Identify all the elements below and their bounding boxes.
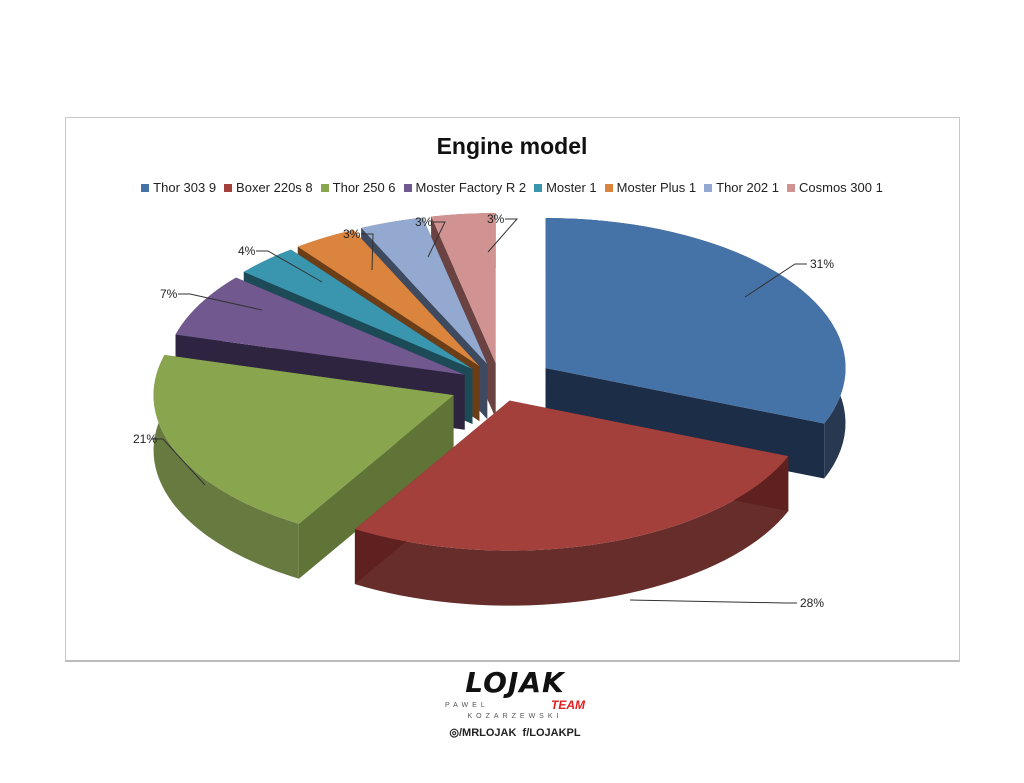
legend-swatch (787, 184, 795, 192)
data-label: 31% (810, 257, 834, 271)
pie-slice[interactable] (243, 249, 473, 370)
data-label: 4% (238, 244, 256, 258)
legend-item: Moster 1 (534, 180, 597, 195)
legend: Thor 303 9 Boxer 220s 8 Thor 250 6 Moster F… (0, 180, 1024, 195)
legend-swatch (320, 184, 329, 192)
legend-label: Thor 250 6 (332, 180, 396, 195)
leader-line (744, 263, 807, 298)
slice-outer-wall (354, 456, 789, 606)
facebook-handle[interactable]: f/LOJAKPL (522, 727, 581, 739)
logo-name-2: KOZARZEWSKI (467, 713, 563, 720)
pie-slice[interactable] (297, 230, 480, 367)
lojak-logo: LOJAK PAWEL TEAM KOZARZEWSKI ◎/MRLOJAK f… (435, 668, 595, 740)
legend-swatch (534, 184, 543, 192)
data-label: 28% (800, 596, 824, 610)
legend-item: Boxer 220s 8 (224, 180, 313, 195)
data-label: 3% (415, 215, 433, 229)
leader-line (427, 221, 446, 258)
legend-label: Boxer 220s 8 (236, 180, 313, 195)
logo-text: LOJAK (465, 666, 565, 699)
leader-line (178, 293, 263, 311)
leader-line (151, 438, 206, 486)
pie-slice[interactable] (354, 400, 789, 551)
data-label: 7% (160, 287, 178, 301)
legend-label: Moster Plus 1 (616, 180, 697, 195)
legend-swatch (224, 184, 233, 192)
instagram-handle[interactable]: ◎/MRLOJAK (449, 727, 517, 739)
legend-item: Moster Plus 1 (604, 180, 697, 195)
logo-team: TEAM (551, 698, 585, 712)
chart-title: Engine model (436, 133, 588, 159)
leader-line (361, 233, 374, 271)
legend-swatch (604, 184, 613, 192)
pie-slice[interactable] (431, 213, 496, 364)
pie-slice[interactable] (361, 217, 488, 365)
leader-line (487, 218, 519, 253)
legend-item: Cosmos 300 1 (787, 180, 883, 195)
legend-swatch (403, 184, 412, 192)
legend-item: Moster Factory R 2 (403, 180, 527, 195)
data-label: 21% (133, 432, 157, 446)
pie-slice[interactable] (175, 277, 465, 375)
legend-label: Thor 303 9 (153, 180, 217, 195)
legend-item: Thor 303 9 (141, 180, 216, 195)
pie-slice[interactable] (545, 218, 846, 424)
legend-label: Moster Factory R 2 (415, 180, 527, 195)
slice-outer-wall (153, 355, 299, 579)
legend-item: Thor 250 6 (320, 180, 396, 195)
legend-label: Cosmos 300 1 (799, 180, 883, 195)
data-label: 3% (343, 227, 361, 241)
legend-swatch (704, 184, 713, 192)
legend-item: Thor 202 1 (704, 180, 779, 195)
chart-frame (65, 117, 960, 662)
pie-slice[interactable] (153, 355, 454, 524)
leader-line (256, 250, 323, 283)
leader-line (629, 599, 797, 604)
legend-swatch (141, 184, 150, 192)
legend-label: Moster 1 (546, 180, 597, 195)
legend-label: Thor 202 1 (716, 180, 779, 195)
logo-name-1: PAWEL (445, 701, 489, 709)
data-label: 3% (487, 212, 505, 226)
